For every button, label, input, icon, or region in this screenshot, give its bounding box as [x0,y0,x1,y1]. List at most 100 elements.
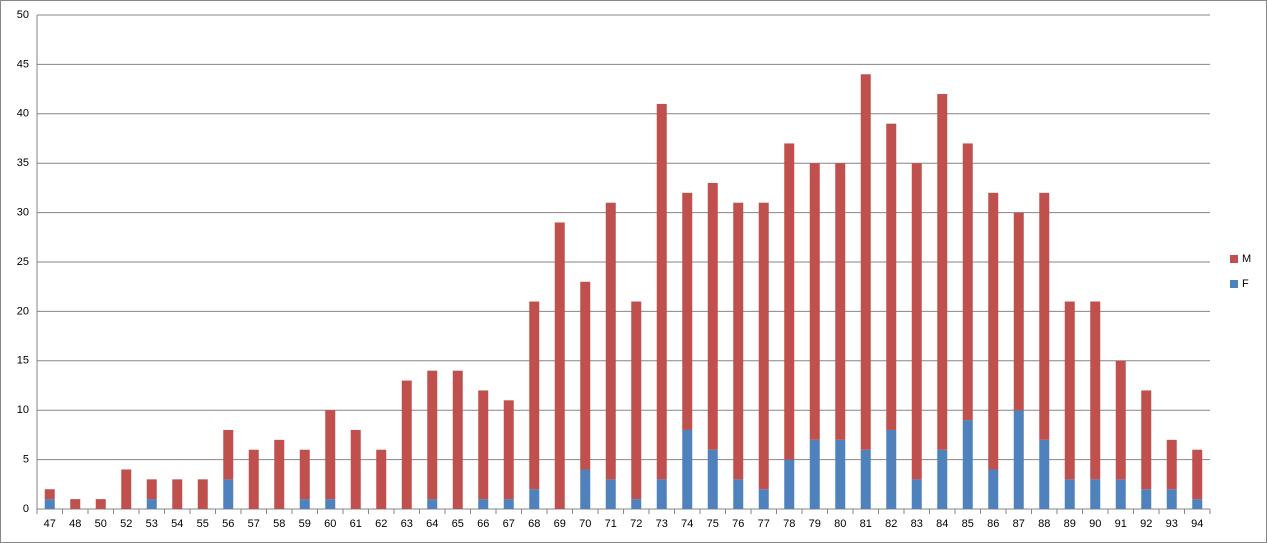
x-tick-label: 56 [222,518,234,530]
bar-segment [478,390,489,500]
legend-label: F [1242,278,1249,290]
legend-label: M [1242,253,1251,265]
x-tick-label: 72 [630,518,642,530]
bar-segment [860,449,871,509]
bar-segment [911,163,922,480]
bar-segment [95,499,106,509]
x-tick-label: 93 [1166,518,1178,530]
bar-segment [223,479,234,509]
x-tick-label: 53 [146,518,158,530]
x-tick-label: 90 [1089,518,1101,530]
bar-segment [529,301,540,490]
bar-segment [1141,390,1152,490]
bar-segment [1039,192,1050,440]
bar-segment [580,469,591,509]
x-tick-label: 67 [503,518,515,530]
bar-segment [554,222,565,510]
x-tick-label: 58 [273,518,285,530]
bar-segment [707,449,718,509]
x-tick-label: 87 [1013,518,1025,530]
bar-segment [962,143,973,421]
bar-segment [299,499,310,509]
bar-segment [274,439,285,509]
x-tick-label: 77 [758,518,770,530]
bar-segment [1013,212,1024,411]
bar-segment [962,420,973,509]
bar-segment [197,479,208,509]
bar-segment [835,439,846,509]
x-tick-label: 75 [707,518,719,530]
bar-segment [121,469,132,509]
bar-segment [937,449,948,509]
bar-segment [1115,479,1126,509]
bar-segment [784,143,795,460]
y-tick-label: 35 [17,157,29,169]
legend-swatch [1230,255,1238,263]
bar-segment [835,163,846,440]
bar-segment [325,499,336,509]
x-tick-label: 82 [885,518,897,530]
x-tick-label: 83 [911,518,923,530]
x-tick-label: 66 [477,518,489,530]
x-tick-label: 91 [1115,518,1127,530]
bar-segment [478,499,489,509]
bar-segment [988,469,999,509]
bar-segment [860,74,871,450]
bar-segment [452,370,463,509]
x-tick-label: 64 [426,518,438,530]
x-tick-label: 69 [554,518,566,530]
bar-segment [1039,439,1050,509]
x-tick-label: 85 [962,518,974,530]
bar-segment [631,499,642,509]
x-tick-label: 54 [171,518,183,530]
x-tick-label: 70 [579,518,591,530]
x-tick-label: 79 [809,518,821,530]
bar-segment [1064,301,1075,480]
y-tick-label: 45 [17,58,29,70]
x-tick-label: 50 [95,518,107,530]
y-tick-label: 0 [23,503,29,515]
y-tick-label: 5 [23,454,29,466]
y-tick-label: 20 [17,305,29,317]
bar-segment [656,103,667,480]
bar-segment [682,192,693,430]
bar-segment [299,449,310,500]
x-tick-label: 48 [69,518,81,530]
bar-segment [44,489,55,500]
bar-segment [809,439,820,509]
bar-segment [1192,499,1203,509]
bar-segment [809,163,820,440]
y-tick-label: 15 [17,355,29,367]
bar-segment [707,182,718,450]
x-tick-label: 71 [605,518,617,530]
bar-segment [911,479,922,509]
bar-segment [325,410,336,500]
bar-segment [1064,479,1075,509]
bar-segment [427,499,438,509]
x-tick-label: 59 [299,518,311,530]
x-tick-label: 57 [248,518,260,530]
x-tick-label: 94 [1191,518,1203,530]
x-tick-label: 86 [987,518,999,530]
x-tick-label: 61 [350,518,362,530]
bar-segment [376,449,387,509]
bar-segment [223,429,234,480]
x-tick-label: 47 [44,518,56,530]
x-tick-label: 74 [681,518,693,530]
bar-segment [886,429,897,509]
bar-segment [427,370,438,500]
bar-segment [1090,301,1101,480]
bar-segment [937,94,948,450]
x-tick-label: 92 [1140,518,1152,530]
bar-segment [758,202,769,490]
bar-segment [1013,410,1024,509]
x-tick-label: 89 [1064,518,1076,530]
x-tick-label: 52 [120,518,132,530]
y-tick-label: 50 [17,9,29,21]
bar-segment [631,301,642,500]
x-tick-label: 62 [375,518,387,530]
bar-segment [886,123,897,430]
x-tick-label: 65 [452,518,464,530]
y-tick-label: 10 [17,404,29,416]
